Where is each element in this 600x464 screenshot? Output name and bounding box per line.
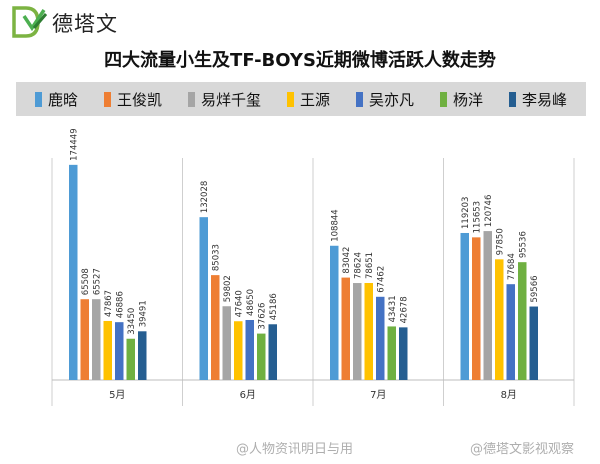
legend-item: 王源 — [286, 89, 330, 110]
bar — [399, 327, 408, 380]
legend-item: 王俊凯 — [103, 89, 162, 110]
watermark-right: @德塔文影视观察 — [470, 442, 575, 457]
data-label: 43431 — [388, 295, 398, 322]
data-label: 132028 — [200, 181, 210, 213]
legend-label: 王俊凯 — [116, 90, 162, 109]
bar — [92, 299, 101, 380]
legend-item: 易烊千玺 — [187, 89, 261, 110]
legend-label: 王源 — [299, 90, 330, 109]
data-label: 78624 — [353, 252, 363, 279]
bar — [138, 331, 147, 380]
legend-swatch — [187, 91, 195, 107]
bar — [103, 320, 112, 380]
x-tick-label: 7月 — [370, 389, 386, 401]
bar — [80, 299, 89, 380]
data-label: 174449 — [69, 128, 79, 160]
data-label: 65527 — [92, 268, 102, 295]
data-label: 33450 — [127, 308, 137, 335]
legend-label: 吴亦凡 — [368, 90, 414, 109]
data-label: 45186 — [269, 293, 279, 320]
bar — [211, 275, 220, 380]
bar — [364, 282, 373, 380]
data-label: 78651 — [365, 252, 375, 279]
legend-label: 李易峰 — [521, 90, 567, 109]
legend-swatch — [439, 91, 447, 107]
data-label: 108844 — [330, 209, 340, 241]
data-label: 85033 — [211, 244, 221, 271]
bar — [495, 259, 504, 380]
data-label: 59802 — [223, 275, 233, 302]
bar — [268, 324, 277, 380]
bar — [330, 245, 339, 380]
bar — [529, 306, 538, 380]
header: 德塔文 — [0, 0, 600, 40]
data-label: 42678 — [399, 296, 409, 323]
data-label: 47640 — [234, 290, 244, 317]
data-label: 119203 — [461, 197, 471, 229]
legend-swatch — [103, 91, 111, 107]
data-label: 37626 — [257, 303, 267, 330]
bar — [257, 333, 266, 380]
bar — [460, 232, 469, 380]
chart-title: 四大流量小生及TF-BOYS近期微博活跃人数走势 — [104, 50, 496, 71]
legend-item: 李易峰 — [508, 89, 567, 110]
bar — [199, 217, 208, 380]
bar — [518, 262, 527, 380]
legend-item: 鹿晗 — [34, 89, 78, 110]
data-label: 95536 — [518, 231, 528, 258]
data-label: 39491 — [138, 300, 148, 327]
legend-label: 鹿晗 — [47, 90, 78, 109]
legend-swatch — [508, 91, 516, 107]
data-label: 83042 — [342, 247, 352, 274]
bar — [387, 326, 396, 380]
data-label: 77684 — [507, 253, 517, 280]
data-label: 47867 — [104, 290, 114, 317]
legend-swatch — [34, 91, 42, 107]
bar — [234, 321, 243, 380]
bar — [341, 277, 350, 380]
bar — [222, 306, 231, 380]
bar — [506, 284, 515, 380]
bar — [115, 322, 124, 380]
legend-item: 吴亦凡 — [355, 89, 414, 110]
bar — [376, 296, 385, 380]
bar — [353, 283, 362, 380]
data-label: 48650 — [246, 289, 256, 316]
data-label: 97850 — [495, 228, 505, 255]
data-label: 65508 — [81, 268, 91, 295]
x-tick-label: 5月 — [109, 389, 125, 401]
data-label: 67462 — [376, 266, 386, 293]
data-label: 46886 — [115, 291, 125, 318]
bar — [69, 164, 78, 380]
watermark-left: @人物资讯明日与用 — [236, 442, 354, 457]
legend-swatch — [286, 91, 294, 107]
bar — [245, 319, 254, 380]
brand-logo-icon — [12, 6, 48, 38]
bar — [126, 338, 135, 380]
bar — [483, 231, 492, 380]
chart-legend: 鹿晗 王俊凯 易烊千玺 王源 吴亦凡 杨洋 李易峰 — [16, 82, 586, 116]
x-tick-label: 8月 — [501, 389, 517, 401]
brand-name: 德塔文 — [52, 12, 118, 36]
legend-label: 易烊千玺 — [200, 90, 261, 109]
data-label: 120746 — [484, 195, 494, 227]
data-label: 59566 — [530, 275, 540, 302]
legend-label: 杨洋 — [452, 90, 483, 109]
data-label: 115653 — [472, 201, 482, 233]
bar — [472, 237, 481, 380]
legend-item: 杨洋 — [439, 89, 483, 110]
legend-swatch — [355, 91, 363, 107]
x-tick-label: 6月 — [240, 389, 256, 401]
